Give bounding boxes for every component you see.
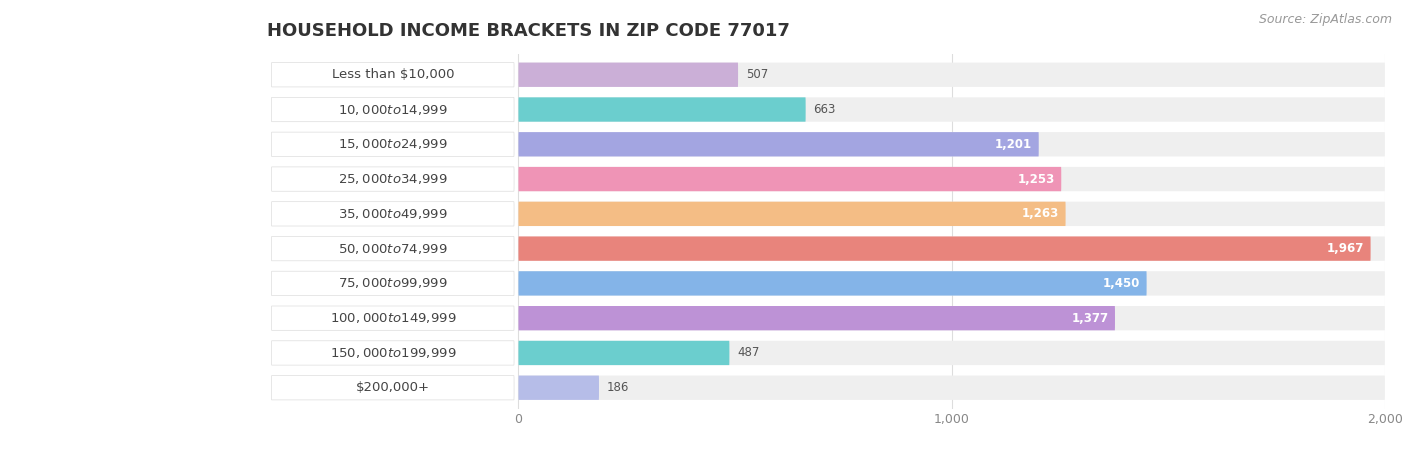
FancyBboxPatch shape — [519, 167, 1385, 191]
FancyBboxPatch shape — [519, 202, 1385, 226]
FancyBboxPatch shape — [519, 375, 1385, 400]
Text: $75,000 to $99,999: $75,000 to $99,999 — [337, 277, 447, 291]
Text: $15,000 to $24,999: $15,000 to $24,999 — [337, 137, 447, 151]
Text: $35,000 to $49,999: $35,000 to $49,999 — [337, 207, 447, 221]
FancyBboxPatch shape — [271, 167, 515, 191]
FancyBboxPatch shape — [519, 341, 730, 365]
FancyBboxPatch shape — [519, 306, 1115, 330]
FancyBboxPatch shape — [271, 375, 515, 400]
FancyBboxPatch shape — [519, 271, 1147, 295]
Text: 507: 507 — [745, 68, 768, 81]
Text: $150,000 to $199,999: $150,000 to $199,999 — [329, 346, 456, 360]
FancyBboxPatch shape — [519, 237, 1371, 261]
Text: 663: 663 — [814, 103, 835, 116]
FancyBboxPatch shape — [519, 62, 738, 87]
FancyBboxPatch shape — [519, 341, 1385, 365]
FancyBboxPatch shape — [519, 97, 1385, 122]
Text: $100,000 to $149,999: $100,000 to $149,999 — [329, 311, 456, 325]
FancyBboxPatch shape — [271, 62, 515, 87]
FancyBboxPatch shape — [519, 132, 1039, 156]
FancyBboxPatch shape — [271, 306, 515, 330]
FancyBboxPatch shape — [271, 132, 515, 156]
FancyBboxPatch shape — [271, 202, 515, 226]
Text: Source: ZipAtlas.com: Source: ZipAtlas.com — [1258, 13, 1392, 26]
FancyBboxPatch shape — [519, 202, 1066, 226]
Text: $50,000 to $74,999: $50,000 to $74,999 — [337, 242, 447, 255]
Text: 1,377: 1,377 — [1071, 312, 1108, 325]
FancyBboxPatch shape — [519, 375, 599, 400]
FancyBboxPatch shape — [519, 271, 1385, 295]
Text: Less than $10,000: Less than $10,000 — [332, 68, 454, 81]
FancyBboxPatch shape — [519, 97, 806, 122]
FancyBboxPatch shape — [519, 132, 1385, 156]
FancyBboxPatch shape — [519, 237, 1385, 261]
Text: 1,201: 1,201 — [995, 138, 1032, 151]
FancyBboxPatch shape — [271, 237, 515, 261]
Text: 1,967: 1,967 — [1327, 242, 1364, 255]
FancyBboxPatch shape — [271, 97, 515, 122]
Text: 186: 186 — [607, 381, 628, 394]
Text: $200,000+: $200,000+ — [356, 381, 430, 394]
FancyBboxPatch shape — [519, 167, 1062, 191]
FancyBboxPatch shape — [271, 271, 515, 295]
FancyBboxPatch shape — [519, 306, 1385, 330]
Text: 1,253: 1,253 — [1018, 172, 1054, 185]
Text: 487: 487 — [737, 347, 759, 360]
Text: 1,450: 1,450 — [1102, 277, 1140, 290]
Text: $25,000 to $34,999: $25,000 to $34,999 — [337, 172, 447, 186]
Text: HOUSEHOLD INCOME BRACKETS IN ZIP CODE 77017: HOUSEHOLD INCOME BRACKETS IN ZIP CODE 77… — [267, 22, 790, 40]
FancyBboxPatch shape — [271, 341, 515, 365]
Text: 1,263: 1,263 — [1022, 207, 1059, 220]
FancyBboxPatch shape — [519, 62, 1385, 87]
Text: $10,000 to $14,999: $10,000 to $14,999 — [337, 102, 447, 117]
